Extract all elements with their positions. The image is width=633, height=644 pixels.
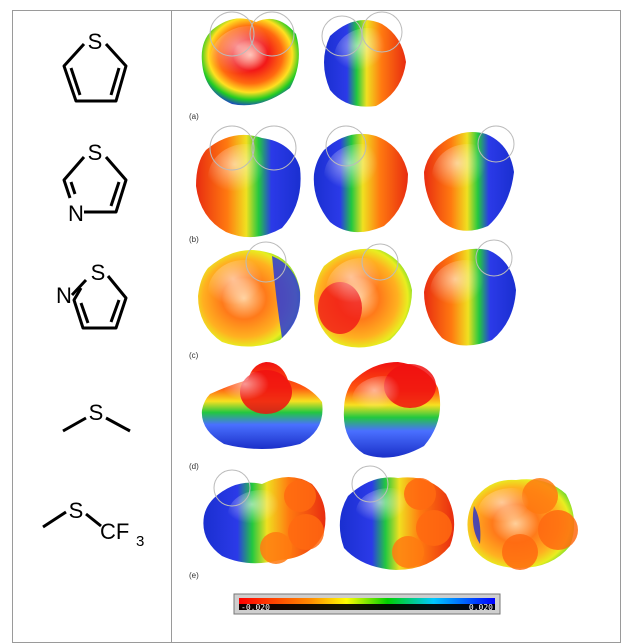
- atom-label: CF: [100, 519, 129, 544]
- color-scale-bar: -0.020 0.020: [233, 593, 501, 615]
- esp-map: [313, 125, 408, 233]
- scale-min-label: -0.020: [241, 603, 270, 612]
- esp-map: [196, 125, 301, 238]
- structure-isothiazole: [70, 275, 128, 330]
- scale-max-label: 0.020: [469, 603, 493, 612]
- esp-map: [343, 362, 441, 458]
- esp-map: [424, 239, 516, 346]
- atom-label: S: [88, 140, 103, 165]
- esp-map: [201, 362, 323, 449]
- structure-thiophene: [62, 42, 128, 103]
- esp-map: [339, 465, 455, 570]
- atom-label: S: [69, 498, 84, 523]
- panel-label: (d): [189, 462, 199, 471]
- esp-map: [314, 243, 412, 348]
- esp-map: [201, 11, 299, 106]
- atom-label: S: [89, 400, 104, 425]
- esp-map: [424, 125, 515, 231]
- atom-label: N: [68, 201, 84, 226]
- structure-dimethyl-sulfide: [62, 416, 131, 433]
- atom-label: S: [88, 29, 103, 54]
- esp-map: [467, 478, 578, 570]
- panel-label: (c): [189, 351, 199, 360]
- structure-cf3-methyl-sulfide: [42, 510, 102, 529]
- atom-label-subscript: 3: [136, 533, 144, 550]
- esp-map: [198, 241, 301, 347]
- atom-label: S: [91, 260, 106, 285]
- figure-border: [12, 10, 621, 643]
- esp-map: [203, 469, 326, 564]
- structure-thiazole: [62, 156, 128, 214]
- panel-label: (e): [189, 571, 199, 580]
- panel-label: (a): [189, 112, 199, 121]
- esp-map: [321, 11, 406, 107]
- panel-label: (b): [189, 235, 199, 244]
- atom-label: N: [56, 283, 72, 308]
